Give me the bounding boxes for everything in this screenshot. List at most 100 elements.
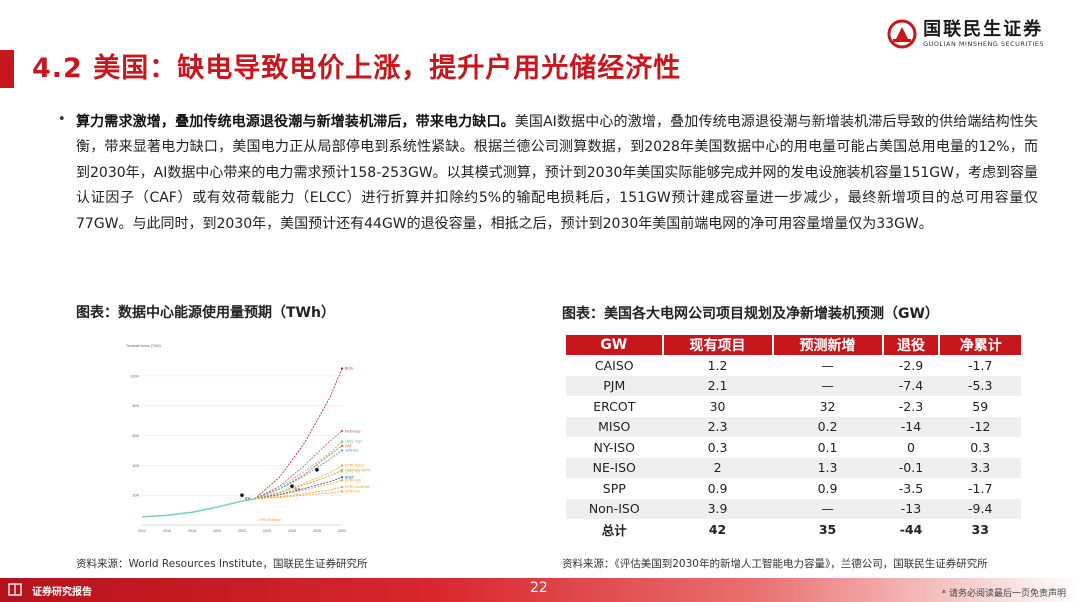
chart-series-endpoint [340, 367, 344, 370]
chart-series-endpoint [340, 464, 344, 467]
table-cell: -2.3 [882, 396, 940, 417]
lead-sentence: 算力需求激增，叠加传统电源退役潮与新增装机滞后，带来电力缺口。 [76, 114, 515, 130]
chart-series-endpoint [340, 444, 344, 448]
table-cell: NY-ISO [566, 437, 663, 458]
chart-series-endpoint [340, 490, 344, 493]
logo-name-en: GUOLIAN MINSHENG SECURITIES [923, 39, 1044, 48]
table-cell: 59 [939, 396, 1021, 417]
chart-caption: 图表：数据中心能源使用量预期（TWh） [76, 305, 335, 321]
table-cell: 3.3 [939, 457, 1021, 478]
table-header-cell: 预测新增 [772, 335, 884, 355]
chart-series-endpoint [340, 476, 344, 479]
table-cell: 35 [772, 519, 883, 540]
table-cell: Non-ISO [566, 498, 663, 519]
chart-y-axis-label: Terawatt-hours (TWh) [126, 344, 161, 348]
footer-label: 证券研究报告 [32, 587, 92, 598]
table-cell: CAISO [566, 355, 663, 376]
chart-series-endpoint [340, 449, 344, 452]
bullet-marker: • [58, 112, 66, 127]
table-header-row: GW 现有项目 预测新增 退役 净累计 [566, 335, 1021, 355]
table-cell: -9.4 [939, 498, 1021, 519]
table-cell: 1.3 [772, 457, 883, 478]
table-cell: 0.9 [772, 478, 883, 499]
chart-series-line [254, 465, 343, 500]
table-cell: -14 [882, 416, 940, 437]
table-cell: 3.9 [662, 498, 773, 519]
table-cell: -0.1 [882, 457, 940, 478]
table-caption: 图表：美国各大电网公司项目规划及净新增装机预测（GW） [562, 306, 939, 322]
chart-x-tick-label: 2030 [338, 529, 346, 533]
chart-series-line [254, 430, 343, 500]
table-cell: -12 [939, 416, 1021, 437]
footer-band [0, 578, 1080, 602]
chart-series-line [254, 491, 343, 500]
chart-series-line-historical [141, 498, 255, 518]
table-cell: -7.4 [882, 375, 940, 396]
chart-series-line [254, 450, 343, 500]
chart-series-label: LBNL low [345, 470, 361, 474]
chart-series-line [254, 479, 343, 500]
table-cell: 总计 [566, 519, 663, 540]
page-title: 4.2 美国：缺电导致电价上涨，提升户用光储经济性 [32, 53, 682, 84]
table-cell: MISO [566, 416, 663, 437]
chart-marker-label: IEA [295, 488, 301, 492]
company-logo: 国联民生证券 GUOLIAN MINSHENG SECURITIES [887, 16, 1044, 52]
table-cell: 1.2 [662, 355, 773, 376]
chart-svg: Terawatt-hours (TWh) 200 400 600 800 1000 2014… [126, 344, 371, 533]
chart-series-label: BNEF [345, 475, 355, 479]
chart-historical-label: EPRI historical [259, 518, 281, 522]
chart-series-label: SAF [345, 444, 353, 448]
chart-y-tick-label: 800 [132, 403, 139, 408]
chart-series-line [254, 476, 343, 500]
table-header-cell: 净累计 [939, 335, 1021, 355]
logo-name-cn: 国联民生证券 [923, 18, 1044, 40]
energy-usage-chart: Terawatt-hours (TWh) 200 400 600 800 1000 2014… [120, 335, 380, 545]
chart-marker-point [290, 484, 294, 489]
table-cell: 0.1 [772, 437, 883, 458]
chart-series-line [254, 486, 343, 500]
table-cell: 42 [662, 519, 773, 540]
table-cell: -44 [882, 519, 940, 540]
table-cell: -1.7 [939, 478, 1021, 499]
logo-icon [887, 19, 917, 49]
table-cell: -13 [882, 498, 940, 519]
report-book-icon [8, 583, 22, 596]
table-row: NY-ISO 0.3 0.1 0 0.3 [566, 437, 1021, 458]
chart-series-endpoint [340, 479, 344, 482]
table-cell: 0.2 [772, 416, 883, 437]
chart-series-label: McKinsey [345, 429, 361, 433]
chart-x-tick-label: 2016 [163, 529, 171, 533]
chart-series-label: EPRI low [345, 490, 360, 494]
table-cell: -2.9 [882, 355, 940, 376]
table-cell: 33 [939, 519, 1021, 540]
table-cell: PJM [566, 375, 663, 396]
table-cell: -5.3 [939, 375, 1021, 396]
table-total-row: 总计 42 35 -44 33 [566, 519, 1021, 540]
chart-series-label: EPRI moderate [345, 485, 370, 489]
chart-series-label: Jefferies [345, 449, 359, 453]
table-row: CAISO 1.2— -2.9 -1.7 [566, 355, 1021, 376]
chart-series-endpoint [340, 468, 344, 471]
table-cell: 0.3 [662, 437, 773, 458]
table-header-cell: 退役 [882, 335, 941, 355]
table-row: MISO 2.3 0.2 -14 -12 [566, 416, 1021, 437]
body-paragraph: 算力需求激增，叠加传统电源退役潮与新增装机滞后，带来电力缺口。美国AI数据中心的… [76, 110, 1038, 237]
chart-x-tick-label: 2026 [288, 529, 296, 533]
chart-series-label: EPRI high [345, 478, 361, 482]
chart-source: 资料来源：World Resources Institute，国联民生证券研究所 [76, 558, 368, 570]
table-cell: -3.5 [882, 478, 940, 499]
chart-series-label: LBNL high [345, 440, 362, 444]
chart-y-tick-label: 1000 [130, 373, 140, 378]
table-cell: ERCOT [566, 396, 663, 417]
table-row: ERCOT 30 32 -2.3 59 [566, 396, 1021, 417]
table-cell: — [772, 355, 883, 376]
chart-series-label: EPRI higher [345, 464, 365, 468]
table-header-cell: 现有项目 [662, 335, 774, 355]
table-cell: 30 [662, 396, 773, 417]
table-cell: 0.3 [939, 437, 1021, 458]
table-row: PJM 2.1— -7.4 -5.3 [566, 375, 1021, 396]
chart-y-tick-label: 200 [132, 493, 139, 498]
table-body: CAISO 1.2— -2.9 -1.7 PJM 2.1— -7.4 -5.3 ERCOT 30 3… [566, 355, 1021, 540]
table-cell: 0.9 [662, 478, 773, 499]
table-header-cell: GW [566, 335, 664, 355]
